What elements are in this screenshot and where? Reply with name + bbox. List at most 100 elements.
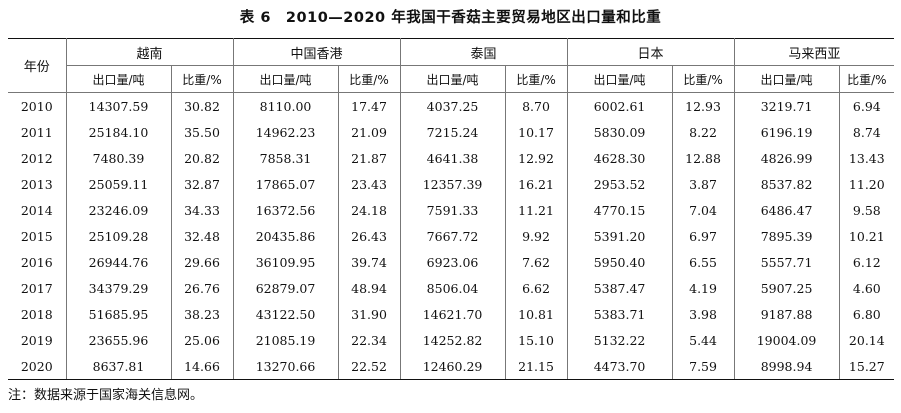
export-cell: 16372.56 [233,197,339,223]
share-cell: 32.87 [171,171,234,197]
share-cell: 48.94 [338,275,401,301]
export-cell: 8537.82 [734,171,840,197]
year-cell: 2015 [8,223,67,249]
export-cell: 7667.72 [400,223,506,249]
share-cell: 8.22 [672,119,735,145]
table-title: 表 6 2010—2020 年我国干香菇主要贸易地区出口量和比重 [239,10,662,26]
year-cell: 2012 [8,145,67,171]
year-cell: 2019 [8,327,67,353]
year-cell: 2013 [8,171,67,197]
header-row-countries: 年份 越南 中国香港 泰国 日本 马来西亚 [8,38,895,93]
share-cell: 21.87 [338,145,401,171]
table-row: 2017 34379.29 26.76 62879.07 48.94 8506.04 6.6… [8,275,894,301]
share-cell: 39.74 [338,249,401,275]
header-row-metrics: 出口量/吨 比重/% 出口量/吨 比重/% 出口量/吨 比重/% 出口量/吨 比… [8,65,895,93]
export-cell: 14252.82 [400,327,506,353]
export-cell: 25109.28 [66,223,172,249]
share-cell: 6.55 [672,249,735,275]
year-header: 年份 [8,38,67,93]
share-cell: 32.48 [171,223,234,249]
share-cell: 7.62 [505,249,568,275]
share-cell: 17.47 [338,92,401,119]
table-body: 2010 14307.59 30.82 8110.00 17.47 4037.25 8.70… [8,92,895,380]
export-table: 年份 越南 中国香港 泰国 日本 马来西亚 出口量/吨 比重/% 出口量/吨 比… [8,38,895,380]
export-cell: 4037.25 [400,92,506,119]
export-cell: 23655.96 [66,327,172,353]
table-row: 2020 8637.81 14.66 13270.66 22.52 12460.29 21.… [8,353,895,380]
share-cell: 14.66 [171,353,234,380]
share-cell: 20.82 [171,145,234,171]
share-header: 比重/% [505,65,568,93]
year-cell: 2014 [8,197,67,223]
share-cell: 9.58 [852,202,881,218]
share-cell: 15.27 [839,353,895,380]
export-cell: 12357.39 [400,171,506,197]
share-cell: 10.17 [505,119,568,145]
share-cell: 21.15 [505,353,568,380]
export-header: 出口量/吨 [400,65,506,93]
table-row: 2013 25059.11 32.87 17865.07 23.43 12357.39 16… [8,171,894,197]
export-header: 出口量/吨 [734,65,840,93]
share-cell: 7.04 [672,197,735,223]
export-cell: 4641.38 [400,145,506,171]
export-cell: 8998.94 [734,353,840,380]
share-cell: 34.33 [171,197,234,223]
export-cell: 5557.71 [734,249,840,275]
export-cell: 6196.19 [734,119,840,145]
country-header-malaysia: 马来西亚 [734,38,895,66]
share-cell: 20.14 [848,332,885,348]
share-cell: 6.12 [852,254,881,270]
year-cell: 2020 [8,353,67,380]
share-cell: 26.43 [338,223,401,249]
export-cell: 62879.07 [233,275,339,301]
share-cell: 3.87 [672,171,735,197]
export-cell: 13270.66 [233,353,339,380]
share-cell: 29.66 [171,249,234,275]
export-cell: 5391.20 [567,223,673,249]
table-row: 2011 25184.10 35.50 14962.23 21.09 7215.24 10.… [8,119,894,145]
export-cell: 5132.22 [567,327,673,353]
export-cell: 19004.09 [734,327,840,353]
share-cell: 10.21 [848,228,885,244]
export-cell: 5907.25 [734,275,840,301]
share-cell: 9.92 [505,223,568,249]
export-cell: 2953.52 [567,171,673,197]
export-cell: 8506.04 [400,275,506,301]
share-cell: 7.59 [672,353,735,380]
year-cell: 2010 [8,92,67,119]
export-cell: 14962.23 [233,119,339,145]
year-cell: 2018 [8,301,67,327]
export-cell: 3219.71 [734,92,840,119]
share-header: 比重/% [171,65,234,93]
export-cell: 14307.59 [66,92,172,119]
export-cell: 8110.00 [233,92,339,119]
export-cell: 25059.11 [66,171,172,197]
export-cell: 5830.09 [567,119,673,145]
table-row: 2014 23246.09 34.33 16372.56 24.18 7591.33 11.… [8,197,894,223]
table-row: 2016 26944.76 29.66 36109.95 39.74 6923.06 7.6… [8,249,894,275]
table-row: 2012 7480.39 20.82 7858.31 21.87 4641.38 12.92… [8,145,894,171]
export-cell: 7858.31 [233,145,339,171]
export-cell: 43122.50 [233,301,339,327]
export-cell: 34379.29 [66,275,172,301]
share-cell: 6.94 [852,98,881,114]
share-cell: 22.52 [338,353,401,380]
share-cell: 10.81 [505,301,568,327]
share-cell: 11.21 [505,197,568,223]
export-cell: 6486.47 [734,197,840,223]
export-cell: 4473.70 [567,353,673,380]
share-cell: 4.19 [672,275,735,301]
export-header: 出口量/吨 [66,65,172,93]
share-cell: 23.43 [338,171,401,197]
table-row: 2010 14307.59 30.82 8110.00 17.47 4037.25 8.70… [8,92,894,119]
export-cell: 4826.99 [734,145,840,171]
export-cell: 6002.61 [567,92,673,119]
export-cell: 4770.15 [567,197,673,223]
export-header: 出口量/吨 [567,65,673,93]
table-row: 2015 25109.28 32.48 20435.86 26.43 7667.72 9.9… [8,223,894,249]
export-cell: 7480.39 [66,145,172,171]
share-cell: 15.10 [505,327,568,353]
share-cell: 5.44 [672,327,735,353]
export-cell: 5387.47 [567,275,673,301]
